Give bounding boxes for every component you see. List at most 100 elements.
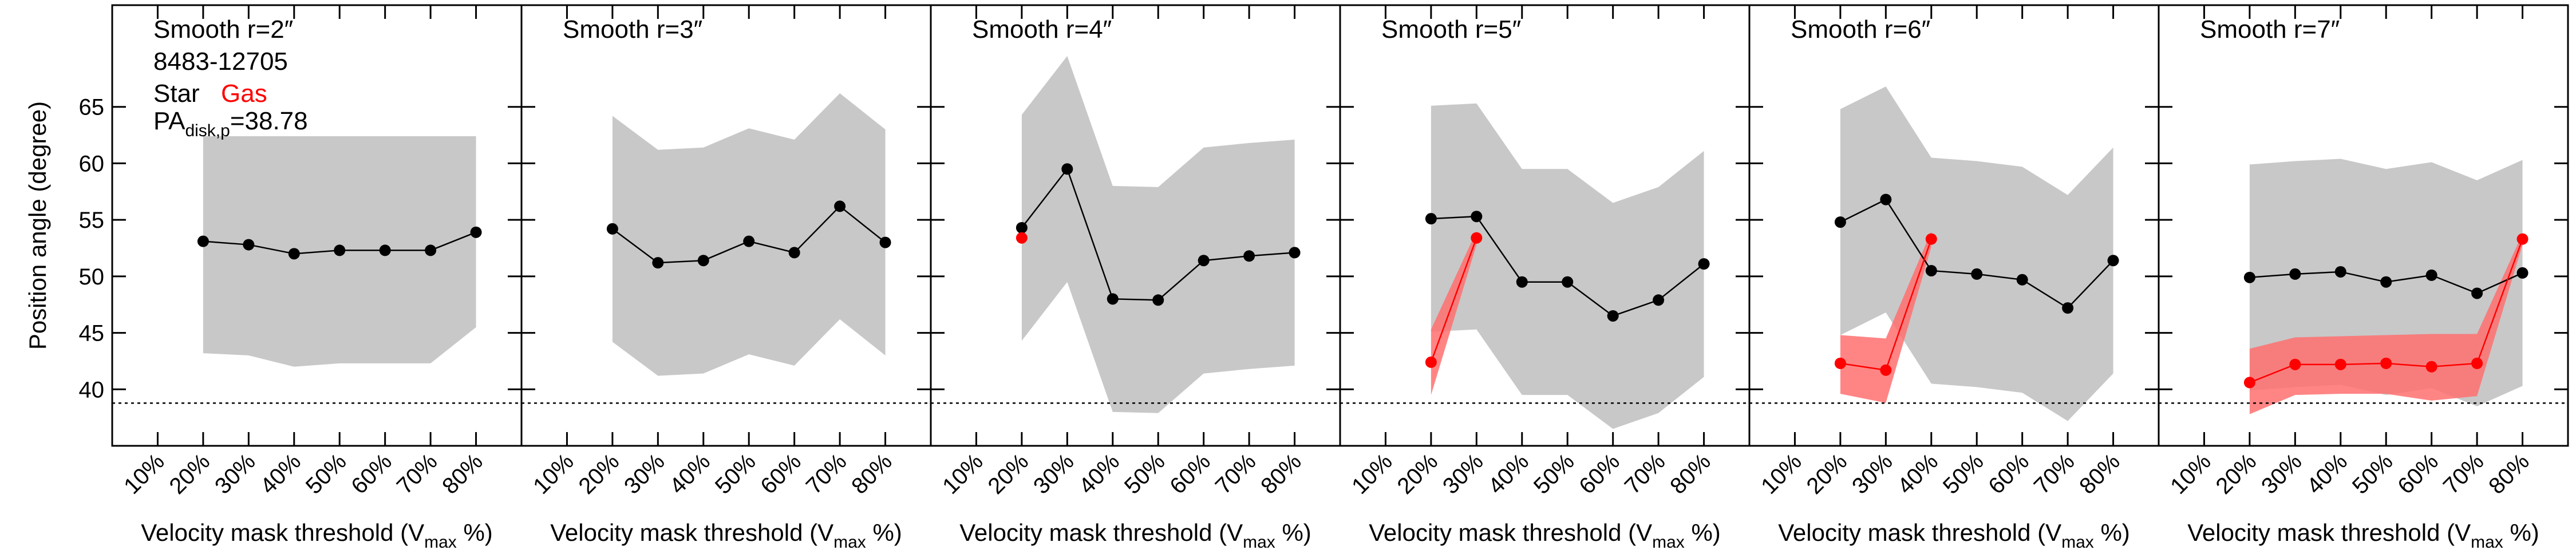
x-tick-label: 20% bbox=[2211, 449, 2262, 499]
data-point bbox=[788, 247, 800, 259]
data-point bbox=[1562, 276, 1574, 288]
x-tick-label: 60% bbox=[346, 449, 397, 499]
x-label-tail: %) bbox=[2503, 519, 2539, 546]
panel-subtitle: 8483-12705 bbox=[153, 48, 288, 76]
x-tick-label: 60% bbox=[1574, 449, 1625, 499]
plot-area bbox=[112, 136, 521, 404]
x-tick-label: 10% bbox=[1756, 449, 1807, 499]
data-point bbox=[1243, 250, 1255, 262]
data-point bbox=[1880, 193, 1892, 205]
frame bbox=[2158, 4, 2569, 447]
data-point bbox=[1107, 293, 1119, 305]
x-tick-label: 50% bbox=[710, 449, 761, 499]
x-tick-label: 30% bbox=[2257, 449, 2307, 499]
x-tick-label: 60% bbox=[756, 449, 806, 499]
data-point bbox=[1971, 268, 1983, 280]
x-label-text: Velocity mask threshold (V bbox=[550, 519, 833, 546]
x-tick-label: 10% bbox=[938, 449, 988, 499]
data-point bbox=[2516, 233, 2528, 245]
x-tick-label: 70% bbox=[1211, 449, 1261, 499]
data-point bbox=[288, 248, 300, 260]
x-tick-label: 50% bbox=[1938, 449, 1989, 499]
data-point bbox=[1425, 356, 1437, 368]
data-point bbox=[2243, 377, 2255, 389]
x-tick-label: 60% bbox=[2393, 449, 2443, 499]
x-label-tail: %) bbox=[1685, 519, 1721, 546]
data-point bbox=[2334, 266, 2346, 278]
x-axis-label: Velocity mask threshold (Vmax %) bbox=[141, 519, 493, 552]
x-tick-label: 70% bbox=[2029, 449, 2080, 499]
x-axis-label: Velocity mask threshold (Vmax %) bbox=[959, 519, 1311, 552]
y-tick-label: 50 bbox=[79, 264, 105, 290]
reference-label: PAdisk,p=38.78 bbox=[153, 107, 308, 140]
x-tick-label: 10% bbox=[119, 449, 169, 499]
legend-entry: Gas bbox=[221, 80, 267, 108]
panel-title: Smooth r=7″ bbox=[2200, 15, 2340, 43]
x-tick-label: 40% bbox=[1074, 449, 1124, 499]
x-label-text: Velocity mask threshold (V bbox=[959, 519, 1243, 546]
x-tick-label: 40% bbox=[2302, 449, 2352, 499]
x-axis-label: Velocity mask threshold (Vmax %) bbox=[550, 519, 902, 552]
x-axis-label: Velocity mask threshold (Vmax %) bbox=[1778, 519, 2130, 552]
x-tick-label: 10% bbox=[2166, 449, 2216, 499]
x-tick-label: 30% bbox=[1847, 449, 1898, 499]
x-tick-label: 40% bbox=[255, 449, 306, 499]
data-point bbox=[1925, 233, 1937, 245]
reference-label-value: =38.78 bbox=[230, 107, 308, 135]
x-label-tail: %) bbox=[457, 519, 493, 546]
x-tick-label: 50% bbox=[1529, 449, 1579, 499]
data-point bbox=[652, 257, 664, 269]
data-point bbox=[2016, 274, 2028, 286]
plot-area bbox=[2159, 159, 2568, 414]
data-point bbox=[379, 244, 391, 256]
error-band bbox=[1431, 103, 1704, 429]
x-tick-label: 70% bbox=[392, 449, 442, 499]
plot-area bbox=[931, 56, 1340, 413]
x-tick-label: 10% bbox=[1347, 449, 1397, 499]
x-tick-label: 70% bbox=[801, 449, 852, 499]
y-tick-label: 55 bbox=[79, 208, 105, 233]
data-point bbox=[2380, 357, 2392, 369]
data-point bbox=[2243, 271, 2255, 283]
x-tick-label: 20% bbox=[1802, 449, 1852, 499]
data-point bbox=[470, 226, 482, 238]
x-tick-label: 50% bbox=[301, 449, 351, 499]
x-tick-label: 20% bbox=[983, 449, 1034, 499]
x-tick-label: 20% bbox=[574, 449, 625, 499]
data-point bbox=[1471, 211, 1483, 223]
x-tick-label: 50% bbox=[1120, 449, 1170, 499]
x-tick-label: 40% bbox=[665, 449, 715, 499]
panel-title: Smooth r=2″ bbox=[153, 15, 293, 43]
data-point bbox=[1698, 258, 1710, 270]
x-tick-label: 70% bbox=[2439, 449, 2489, 499]
series-line bbox=[1430, 238, 1477, 363]
x-label-tail: %) bbox=[866, 519, 902, 546]
data-point bbox=[243, 239, 255, 251]
x-tick-label: 60% bbox=[1165, 449, 1215, 499]
x-tick-label: 80% bbox=[2484, 449, 2534, 499]
data-point bbox=[1016, 232, 1028, 244]
data-point bbox=[2425, 361, 2437, 373]
error-band bbox=[2249, 233, 2523, 414]
reference-label-sub: disk,p bbox=[185, 121, 230, 140]
x-label-tail: %) bbox=[1275, 519, 1311, 546]
data-point bbox=[1834, 216, 1846, 228]
data-point bbox=[2471, 287, 2483, 299]
y-axis-label: Position angle (degree) bbox=[24, 101, 51, 350]
x-tick-label: 70% bbox=[1620, 449, 1670, 499]
panel-title: Smooth r=5″ bbox=[1381, 15, 1521, 43]
x-tick-label: 30% bbox=[619, 449, 670, 499]
x-axis-label: Velocity mask threshold (Vmax %) bbox=[2187, 519, 2539, 552]
data-point bbox=[1607, 310, 1619, 322]
data-point bbox=[743, 235, 755, 247]
reference-label-text: PA bbox=[153, 107, 185, 135]
x-label-tail: %) bbox=[2094, 519, 2130, 546]
data-point bbox=[1198, 255, 1210, 267]
error-band bbox=[1431, 231, 1477, 395]
x-tick-label: 80% bbox=[1256, 449, 1306, 499]
error-band bbox=[612, 93, 886, 376]
x-label-sub: max bbox=[424, 533, 457, 552]
x-tick-label: 30% bbox=[1029, 449, 1079, 499]
